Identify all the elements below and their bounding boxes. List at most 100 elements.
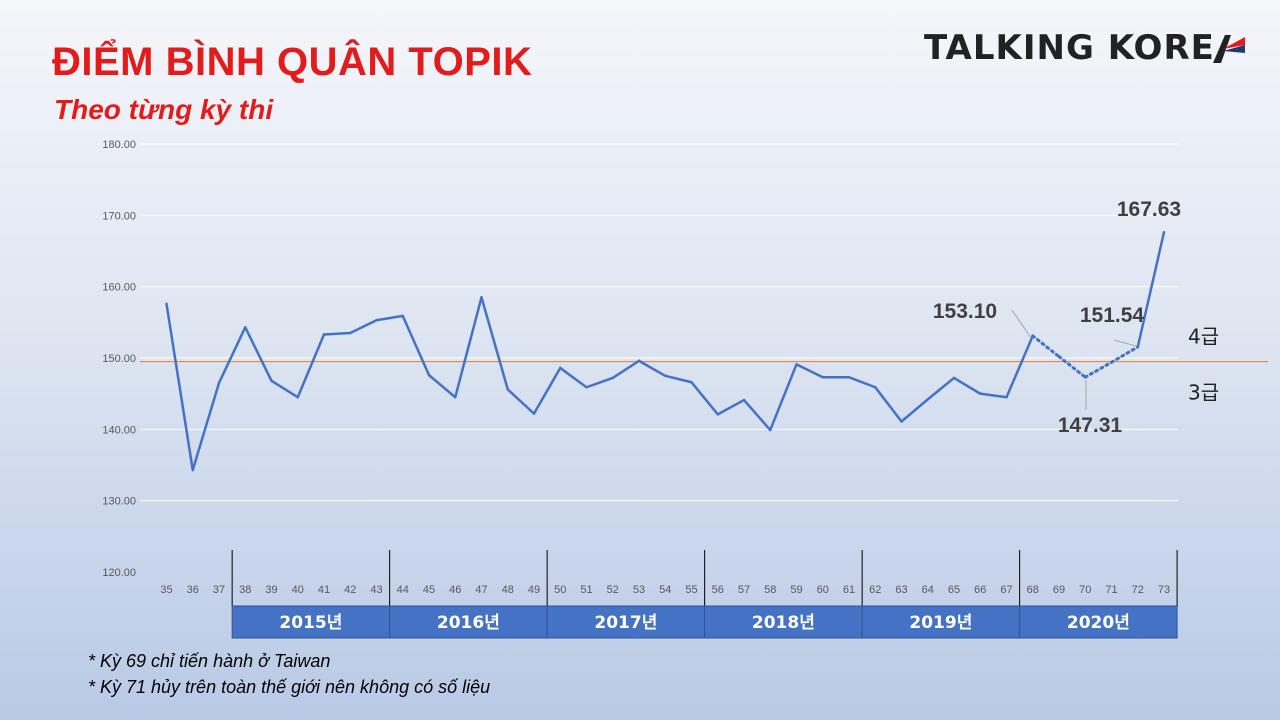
x-tick-label: 65 <box>948 584 960 596</box>
x-tick-label: 62 <box>869 584 881 596</box>
series-segment <box>690 381 719 416</box>
x-tick-label: 41 <box>318 584 330 596</box>
x-tick-label: 47 <box>475 584 487 596</box>
footnote-1: * Kỳ 69 chỉ tiến hành ở Taiwan <box>88 651 331 671</box>
series-segment <box>401 314 431 377</box>
logo-a-mark-icon <box>1212 35 1245 63</box>
y-tick-label: 130.00 <box>102 496 136 508</box>
x-tick-label: 72 <box>1132 584 1144 596</box>
x-tick-label: 48 <box>502 584 514 596</box>
x-tick-label: 66 <box>974 584 986 596</box>
y-tick-label: 160.00 <box>102 282 136 294</box>
year-band <box>231 605 391 639</box>
year-band <box>704 605 863 639</box>
series-segment-dotted <box>1083 360 1113 379</box>
series-segment <box>874 385 903 423</box>
logo-text: TALKING KORE <box>924 28 1215 68</box>
series-segment <box>1005 334 1034 399</box>
series-segment <box>952 376 982 395</box>
x-tick-label: 61 <box>843 584 855 596</box>
footnote-2: * Kỳ 71 hủy trên toàn thế giới nên không… <box>88 677 491 697</box>
x-tick-label: 58 <box>764 584 776 596</box>
year-band-label: 2016년 <box>437 613 500 633</box>
x-tick-label: 71 <box>1105 584 1117 596</box>
x-tick-label: 59 <box>790 584 802 596</box>
x-tick-label: 54 <box>659 584 671 596</box>
y-tick-label: 120.00 <box>102 567 136 579</box>
series-segment-dotted <box>1057 355 1087 379</box>
x-tick-label: 45 <box>423 584 435 596</box>
series-segment-dotted <box>1110 345 1140 364</box>
series-segment <box>664 374 693 384</box>
series-segment <box>979 392 1008 399</box>
x-tick-label: 42 <box>344 584 356 596</box>
threshold-label-4geup: 4급 <box>1188 325 1219 349</box>
x-tick-label: 37 <box>213 584 225 596</box>
x-tick-label: 44 <box>397 584 409 596</box>
x-tick-label: 39 <box>265 584 277 596</box>
series-segment <box>900 398 929 423</box>
page-subtitle: Theo từng kỳ thi <box>54 94 274 125</box>
x-tick-label: 70 <box>1079 584 1091 596</box>
x-tick-label: 63 <box>895 584 907 596</box>
data-label: 153.10 <box>933 300 997 323</box>
x-tick-label: 55 <box>685 584 697 596</box>
annotation-leader <box>1113 339 1137 347</box>
series-segment <box>559 366 588 389</box>
series-segment <box>165 302 194 472</box>
series-segment <box>480 296 509 391</box>
data-label: 167.63 <box>1117 198 1181 221</box>
series-segment <box>742 398 772 432</box>
x-tick-label: 64 <box>922 584 934 596</box>
x-tick-label: 69 <box>1053 584 1065 596</box>
series-segment <box>244 326 273 383</box>
y-tick-label: 150.00 <box>102 353 136 365</box>
series-segment <box>375 314 404 322</box>
series-segment <box>349 318 378 335</box>
year-band-label: 2019년 <box>909 613 972 633</box>
series-segment <box>637 359 667 378</box>
annotation-leader <box>1011 309 1032 339</box>
x-tick-label: 40 <box>292 584 304 596</box>
x-tick-label: 52 <box>607 584 619 596</box>
series-segment <box>611 359 641 380</box>
series-segment <box>532 366 562 415</box>
series-segment <box>191 381 221 472</box>
year-band-label: 2015년 <box>279 613 342 633</box>
x-tick-label: 36 <box>187 584 199 596</box>
series-segment <box>296 333 326 399</box>
series-segment <box>926 376 956 401</box>
x-tick-label: 53 <box>633 584 645 596</box>
series-segment <box>506 388 536 415</box>
year-band-label: 2020년 <box>1067 613 1130 633</box>
series-segment <box>795 363 824 379</box>
page-title: ĐIỂM BÌNH QUÂN TOPIK <box>52 40 533 84</box>
series-segment <box>769 363 798 432</box>
x-tick-label: 49 <box>528 584 540 596</box>
x-tick-label: 60 <box>817 584 829 596</box>
x-tick-label: 67 <box>1000 584 1012 596</box>
y-tick-label: 170.00 <box>102 210 136 222</box>
series-segment <box>270 379 299 399</box>
x-tick-label: 57 <box>738 584 750 596</box>
threshold-label-3geup: 3급 <box>1188 381 1219 405</box>
year-band-label: 2018년 <box>752 613 815 633</box>
series-segment <box>716 398 746 416</box>
x-tick-label: 73 <box>1158 584 1170 596</box>
data-label: 147.31 <box>1058 414 1123 437</box>
series-segment <box>847 376 877 389</box>
x-tick-label: 43 <box>370 584 382 596</box>
series-segment <box>427 373 457 399</box>
series-segment <box>322 331 352 336</box>
year-band <box>861 605 1021 639</box>
x-tick-label: 35 <box>160 584 172 596</box>
x-tick-label: 50 <box>554 584 566 596</box>
y-tick-label: 140.00 <box>102 424 136 436</box>
x-tick-label: 68 <box>1027 584 1039 596</box>
year-band-label: 2017년 <box>594 613 657 633</box>
series-segment <box>1136 230 1166 349</box>
x-tick-label: 56 <box>712 584 724 596</box>
x-tick-label: 51 <box>580 584 592 596</box>
x-tick-label: 38 <box>239 584 251 596</box>
